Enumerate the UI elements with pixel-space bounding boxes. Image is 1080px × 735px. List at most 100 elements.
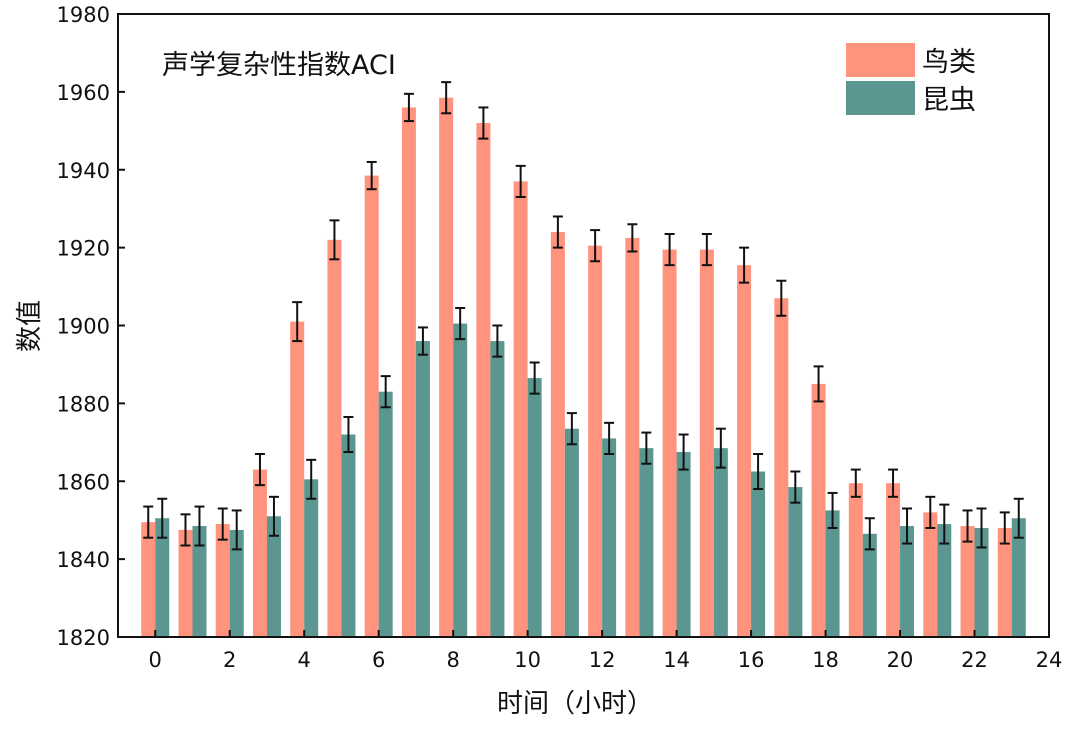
legend-label-bird: 鸟类 xyxy=(922,47,976,78)
error-bar xyxy=(143,505,154,539)
bar-insect xyxy=(937,524,952,637)
y-tick-label: 1900 xyxy=(57,315,110,339)
bar-insect xyxy=(602,438,617,637)
y-tick-label: 1960 xyxy=(57,81,110,105)
error-bar xyxy=(604,421,615,455)
x-tick-label: 20 xyxy=(887,648,914,672)
bar-bird xyxy=(811,383,826,637)
bar-bird xyxy=(550,232,565,638)
x-tick-label: 12 xyxy=(589,648,616,672)
bar-insect xyxy=(378,391,393,637)
bar-bird xyxy=(588,245,603,637)
error-bar xyxy=(678,433,689,471)
error-bar xyxy=(254,452,265,487)
error-bar xyxy=(739,246,750,284)
bar-insect xyxy=(639,448,654,637)
bar-insect xyxy=(862,533,877,637)
error-bar xyxy=(715,427,726,469)
error-bar xyxy=(902,507,913,545)
bar-bird xyxy=(476,123,491,637)
bar-bird xyxy=(513,181,528,637)
bar-insect xyxy=(676,452,691,637)
bar-insect xyxy=(788,487,803,637)
bar-bird xyxy=(215,524,230,637)
bar-bird xyxy=(848,483,863,637)
error-bar xyxy=(664,232,675,267)
bar-insect xyxy=(192,526,207,637)
bar-insect xyxy=(564,428,579,637)
error-bar xyxy=(827,491,838,529)
bar-insect xyxy=(453,323,468,637)
error-bar xyxy=(925,495,936,529)
bar-bird xyxy=(886,483,901,637)
x-tick-label: 8 xyxy=(446,648,459,672)
legend-label-insect: 昆虫 xyxy=(922,85,976,116)
bar-bird xyxy=(737,265,752,637)
bar-insect xyxy=(751,471,766,637)
error-bar xyxy=(590,229,601,263)
error-bar xyxy=(790,470,801,504)
bar-bird xyxy=(290,321,305,637)
error-bar xyxy=(701,232,712,267)
error-bar xyxy=(515,164,526,199)
x-tick-label: 4 xyxy=(298,648,311,672)
error-bar xyxy=(417,326,428,356)
error-bar xyxy=(403,92,414,123)
x-tick-label: 6 xyxy=(372,648,385,672)
error-bar xyxy=(217,507,228,541)
error-bar xyxy=(157,497,168,539)
error-bar xyxy=(1013,497,1024,539)
bar-insect xyxy=(1011,518,1026,637)
error-bar xyxy=(962,509,973,543)
error-bar xyxy=(529,361,540,395)
bar-insect xyxy=(266,516,281,637)
error-bar xyxy=(888,468,899,498)
bar-insect xyxy=(415,341,430,637)
bar-bird xyxy=(997,527,1012,637)
x-tick-label: 18 xyxy=(812,648,839,672)
error-bar xyxy=(753,452,764,491)
legend-swatch-bird xyxy=(846,43,915,77)
error-bar xyxy=(180,513,191,547)
bar-bird xyxy=(960,526,975,637)
x-tick-label: 22 xyxy=(961,648,988,672)
bar-bird xyxy=(401,107,416,637)
error-bar xyxy=(641,431,652,465)
y-tick-label: 1880 xyxy=(57,392,110,416)
bar-bird xyxy=(662,249,677,637)
x-tick-label: 16 xyxy=(738,648,765,672)
bar-insect xyxy=(900,526,915,637)
legend-swatch-insect xyxy=(846,81,915,115)
bar-insect xyxy=(527,378,542,637)
error-bar xyxy=(441,81,452,115)
bar-insect xyxy=(229,529,244,637)
bar-insect xyxy=(825,510,840,637)
bar-bird xyxy=(141,522,156,637)
error-bar xyxy=(492,324,503,358)
bar-insect xyxy=(490,341,505,637)
y-tick-label: 1980 xyxy=(57,3,110,27)
bar-bird xyxy=(252,469,267,637)
error-bar xyxy=(478,106,489,140)
error-bar xyxy=(306,458,317,500)
x-tick-label: 2 xyxy=(223,648,236,672)
bar-insect xyxy=(974,527,989,637)
bar-insect xyxy=(304,479,319,637)
bar-bird xyxy=(364,175,379,637)
bar-bird xyxy=(774,298,789,637)
error-bar xyxy=(864,517,875,551)
error-bar xyxy=(366,160,377,191)
bar-bird xyxy=(923,512,938,637)
bar-insect xyxy=(155,518,170,637)
bar-bird xyxy=(327,239,342,637)
x-tick-label: 14 xyxy=(663,648,690,672)
y-tick-label: 1940 xyxy=(57,159,110,183)
y-tick-label: 1920 xyxy=(57,237,110,261)
error-bar xyxy=(627,223,638,253)
error-bar xyxy=(813,365,824,403)
error-bar xyxy=(552,215,563,249)
bar-insect xyxy=(713,448,728,637)
bar-bird xyxy=(625,237,640,637)
chart-title: 声学复杂性指数ACI xyxy=(162,50,396,81)
